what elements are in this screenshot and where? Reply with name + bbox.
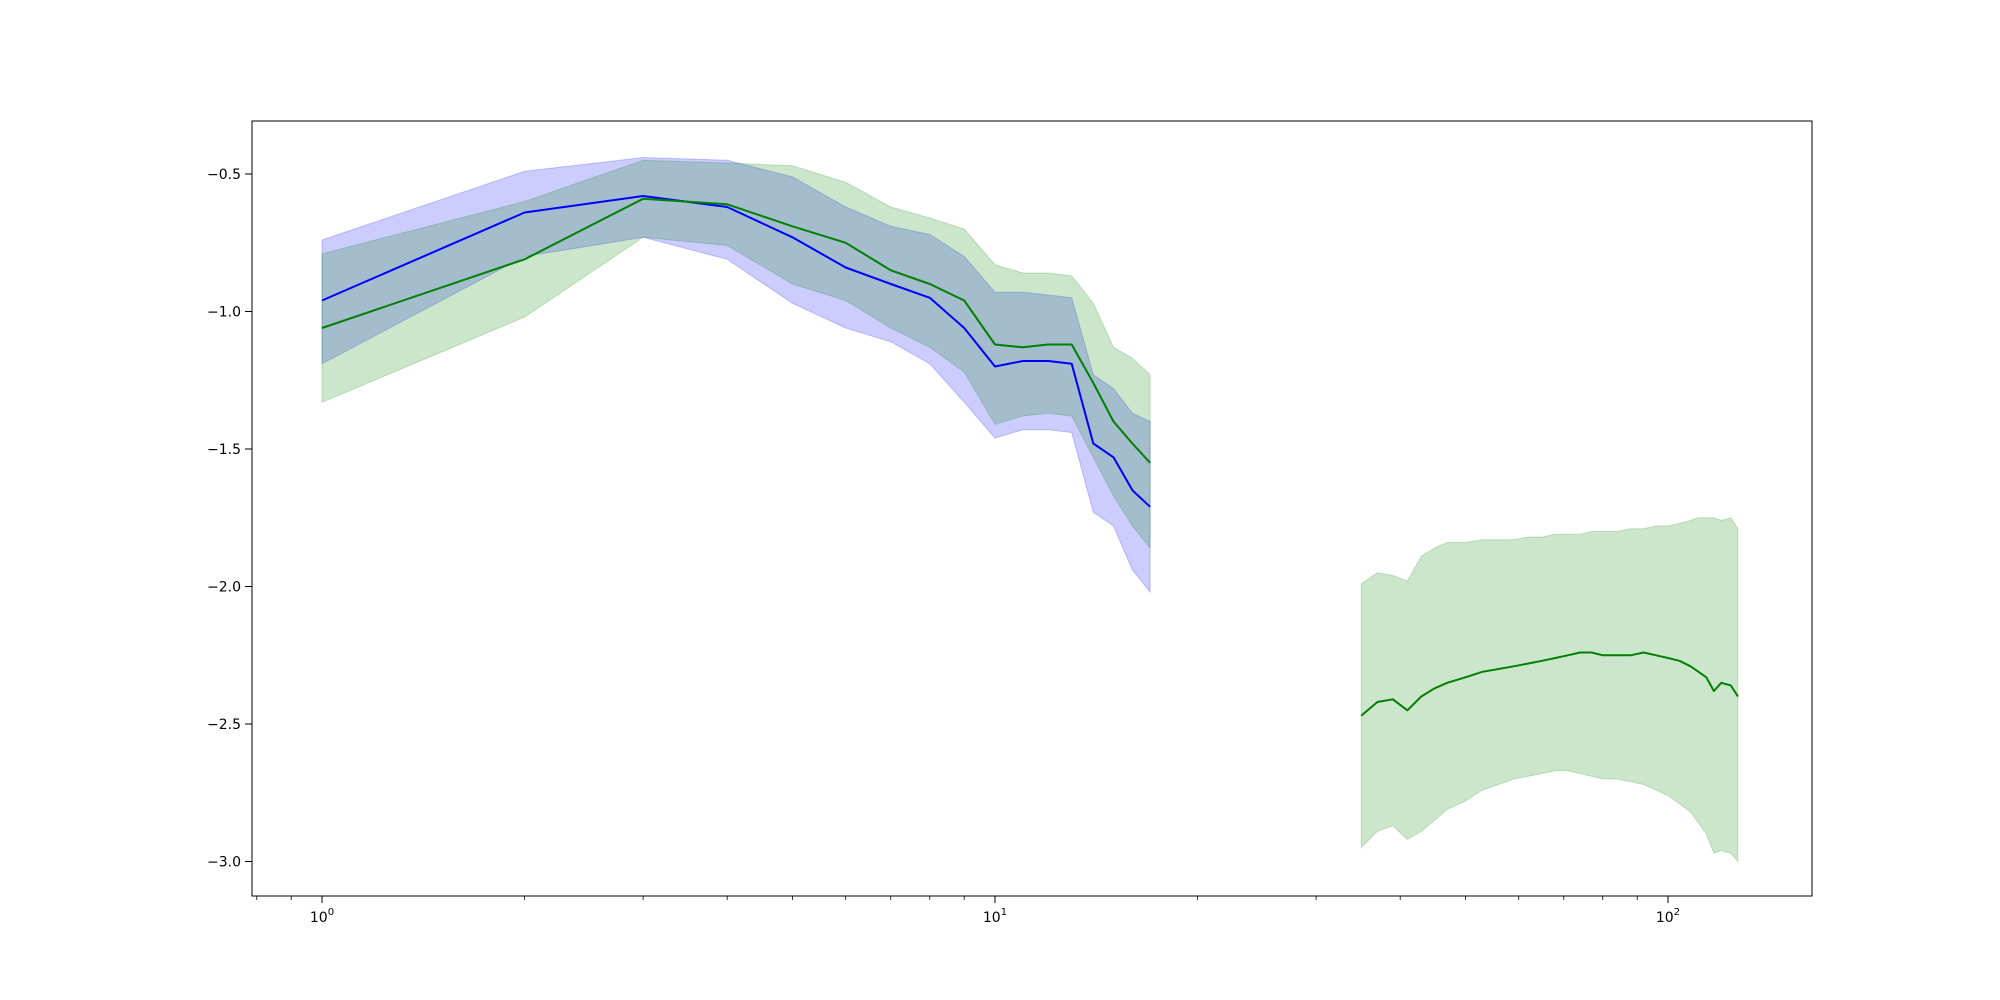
y-tick-label: −1.0 — [207, 305, 241, 321]
y-tick-label: −2.5 — [207, 717, 241, 733]
x-tick-label: 100 — [310, 907, 334, 926]
series-lines — [321, 195, 1739, 717]
x-axis: 100 101 102 — [256, 896, 1680, 926]
series-2-band — [1360, 517, 1739, 863]
confidence-bands — [321, 156, 1739, 863]
series-1-line — [321, 197, 1151, 464]
plot-frame — [251, 120, 1813, 897]
y-tick-label: −2.0 — [207, 580, 241, 596]
series-2-line — [1360, 651, 1739, 717]
x-tick-label: 102 — [1656, 907, 1680, 926]
y-axis: −0.5 −1.0 −1.5 −2.0 −2.5 −3.0 — [207, 167, 252, 871]
y-tick-label: −0.5 — [207, 167, 241, 183]
y-tick-label: −1.5 — [207, 442, 241, 458]
y-tick-label: −3.0 — [207, 855, 241, 871]
series-0-band — [321, 156, 1151, 594]
x-tick-label: 101 — [983, 907, 1007, 926]
